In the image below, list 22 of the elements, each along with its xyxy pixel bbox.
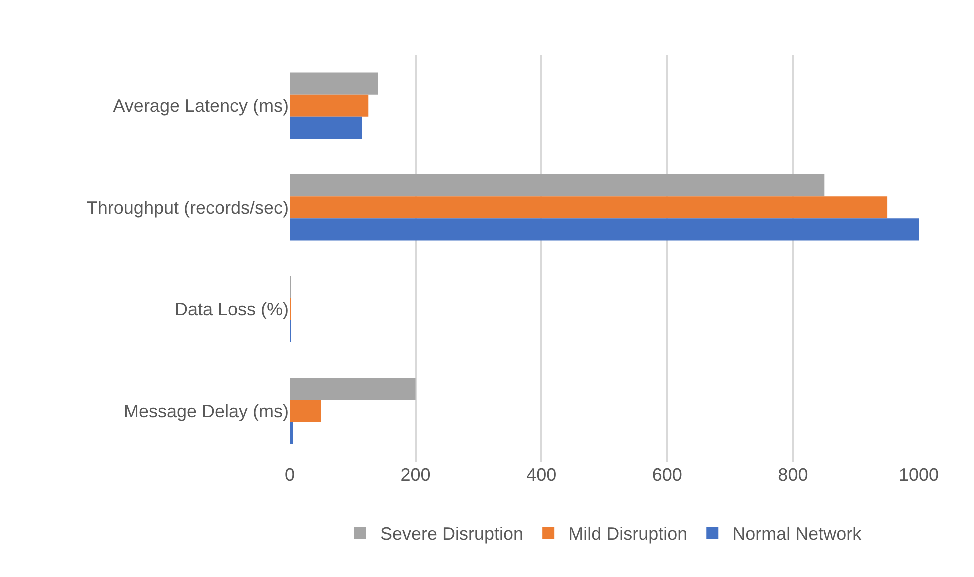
bar — [290, 218, 919, 241]
y-tick-label: Average Latency (ms) — [113, 96, 289, 116]
bar — [290, 196, 888, 219]
legend-label: Severe Disruption — [380, 524, 524, 544]
bar — [290, 116, 362, 139]
bar — [290, 422, 294, 444]
bar — [290, 400, 322, 422]
y-tick-label: Message Delay (ms) — [124, 401, 289, 422]
x-tick-label: 800 — [778, 465, 808, 485]
x-tick-label: 400 — [526, 465, 557, 485]
y-tick-label: Data Loss (%) — [174, 300, 289, 320]
bar — [290, 174, 825, 197]
x-tick-label: 0 — [284, 465, 296, 485]
legend-label: Normal Network — [732, 524, 863, 544]
x-tick-label: 200 — [400, 465, 431, 485]
x-tick-label: 600 — [652, 465, 682, 485]
y-tick-label: Throughput (records/sec) — [86, 198, 289, 218]
x-tick-label: 1000 — [898, 465, 940, 485]
bar — [290, 94, 369, 117]
bar — [290, 72, 378, 95]
bar — [290, 378, 416, 400]
legend-label: Mild Disruption — [568, 524, 688, 544]
